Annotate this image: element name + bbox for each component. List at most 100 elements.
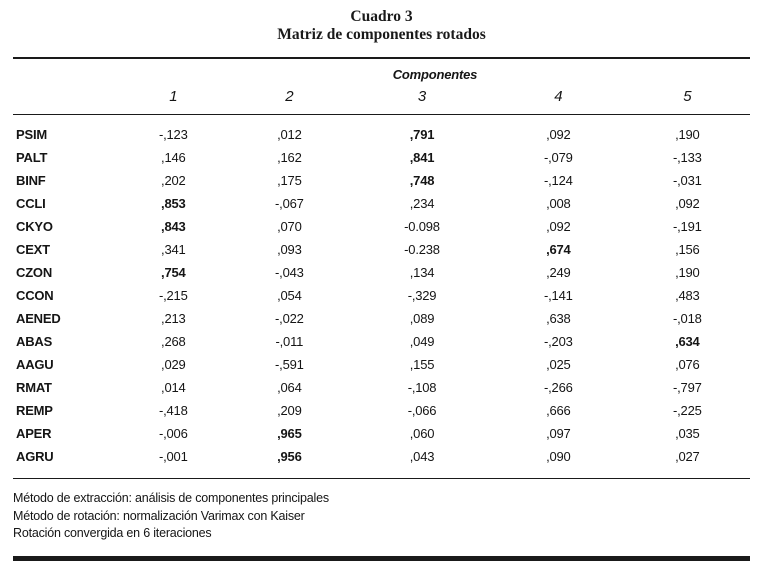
table-header: Componentes 1 2 3 4 5 xyxy=(13,59,750,115)
table-cell: ,213 xyxy=(161,311,186,326)
table-cell: -,141 xyxy=(544,288,573,303)
table-cell: ,090 xyxy=(492,445,625,479)
table-cell: ,483 xyxy=(675,288,700,303)
table-cell: ,190 xyxy=(675,265,700,280)
table-cell: ,175 xyxy=(277,173,302,188)
footnote-extraction-method: Método de extracción: análisis de compon… xyxy=(13,491,329,505)
table-cell: ,043 xyxy=(352,445,493,479)
table-cell: -,031 xyxy=(673,173,702,188)
row-label: PALT xyxy=(16,150,48,165)
table-cell: ,097 xyxy=(546,426,571,441)
table-cell: -0.238 xyxy=(404,242,440,257)
table-row: APER -,006 ,965 ,060 ,097 ,035 xyxy=(13,422,750,445)
table-cell: ,674 xyxy=(546,242,571,257)
table-cell: ,841 xyxy=(409,150,435,165)
row-label: CCON xyxy=(16,288,54,303)
table-cell: ,209 xyxy=(277,403,302,418)
table-cell: -,591 xyxy=(275,357,304,372)
table-row: CEXT ,341 ,093 -0.238 ,674 ,156 xyxy=(13,238,750,261)
table-caption-number: Cuadro 3 xyxy=(350,8,413,25)
table-cell: ,268 xyxy=(161,334,186,349)
table-footnotes: Método de extracción: análisis de compon… xyxy=(13,490,750,543)
bottom-rule xyxy=(13,555,750,561)
table-cell: ,014 xyxy=(161,380,186,395)
table-cell: -,079 xyxy=(544,150,573,165)
row-label: RMAT xyxy=(16,380,52,395)
group-header-row: Componentes xyxy=(13,59,750,84)
table-cell: -,123 xyxy=(158,127,188,142)
row-label: PSIM xyxy=(16,127,47,142)
row-label: ABAS xyxy=(16,334,53,349)
table-cell: ,092 xyxy=(546,127,571,142)
table-cell: ,054 xyxy=(277,288,302,303)
table-cell: ,843 xyxy=(161,219,186,234)
table-cell: -,797 xyxy=(673,380,702,395)
table-caption-title: Matriz de componentes rotados xyxy=(277,26,486,43)
row-label: CCLI xyxy=(16,196,46,211)
table-cell: ,956 xyxy=(226,445,352,479)
table-cell: ,089 xyxy=(409,311,435,326)
table-cell: ,092 xyxy=(546,219,571,234)
table-cell: ,134 xyxy=(409,265,435,280)
table-cell: -0.098 xyxy=(404,219,440,234)
row-label: AAGU xyxy=(16,357,54,372)
column-header-3: 3 xyxy=(352,84,493,115)
table-cell: ,092 xyxy=(675,196,700,211)
table-row: REMP -,418 ,209 -,066 ,666 -,225 xyxy=(13,399,750,422)
column-header-1: 1 xyxy=(119,84,227,115)
components-group-header: Componentes xyxy=(392,67,478,82)
table-cell: -,066 xyxy=(407,403,437,418)
table-cell: -,006 xyxy=(158,426,188,441)
table-cell: -,266 xyxy=(544,380,573,395)
table-cell: ,035 xyxy=(675,426,700,441)
footnote-rotation-method: Método de rotación: normalización Varima… xyxy=(13,508,305,523)
table-row: CCON -,215 ,054 -,329 -,141 ,483 xyxy=(13,284,750,307)
table-cell: -,191 xyxy=(673,219,702,234)
table-cell: ,027 xyxy=(624,445,750,479)
table-cell: ,202 xyxy=(161,173,186,188)
table-row: CZON ,754 -,043 ,134 ,249 ,190 xyxy=(13,261,750,284)
table-cell: -,133 xyxy=(673,150,702,165)
rotated-components-table: Componentes 1 2 3 4 5 PSIM -,123 ,012 ,791,… xyxy=(13,59,750,479)
table-cell: -,418 xyxy=(158,403,188,418)
table-cell: -,022 xyxy=(275,311,304,326)
table-cell: ,064 xyxy=(277,380,302,395)
table-cell: ,190 xyxy=(675,127,700,142)
table-cell: ,008 xyxy=(546,196,571,211)
table-cell: ,234 xyxy=(409,196,435,211)
table-body: PSIM -,123 ,012 ,791 ,092 ,190 PALT ,146 ,162 ,84… xyxy=(13,115,750,479)
table-cell: ,162 xyxy=(277,150,302,165)
table-cell: -,001 xyxy=(119,445,227,479)
table-cell: -,011 xyxy=(275,334,304,349)
table-row: CKYO ,843 ,070 -0.098 ,092 -,191 xyxy=(13,215,750,238)
table-cell: ,155 xyxy=(409,357,435,372)
table-cell: ,638 xyxy=(546,311,571,326)
table-row: BINF ,202 ,175 ,748 -,124 -,031 xyxy=(13,169,750,192)
table-row: ABAS ,268 -,011 ,049 -,203 ,634 xyxy=(13,330,750,353)
table-cell: ,341 xyxy=(161,242,186,257)
table-cell: ,249 xyxy=(546,265,571,280)
table-cell: -,108 xyxy=(407,380,437,395)
table-cell: ,754 xyxy=(161,265,186,280)
table-cell: -,043 xyxy=(275,265,304,280)
top-rule xyxy=(13,57,750,59)
table-cell: ,070 xyxy=(277,219,302,234)
table-cell: ,012 xyxy=(277,127,302,142)
header-spacer xyxy=(13,59,120,84)
table-cell: ,156 xyxy=(675,242,700,257)
footnote-convergence: Rotación convergida en 6 iteraciones xyxy=(13,526,212,540)
row-label: CZON xyxy=(16,265,53,280)
row-label: AGRU xyxy=(13,445,120,479)
table-row: PALT ,146 ,162 ,841 -,079 -,133 xyxy=(13,146,750,169)
table-cell: ,093 xyxy=(277,242,302,257)
table-cell: -,067 xyxy=(275,196,304,211)
table-cell: -,203 xyxy=(544,334,573,349)
row-label: BINF xyxy=(16,173,46,188)
column-header-2: 2 xyxy=(226,84,352,115)
table-cell: ,791 xyxy=(409,127,435,142)
table-cell: ,634 xyxy=(675,334,700,349)
table-cell: ,049 xyxy=(409,334,435,349)
table-row: PSIM -,123 ,012 ,791 ,092 ,190 xyxy=(13,115,750,147)
row-label: AENED xyxy=(16,311,61,326)
row-label: REMP xyxy=(16,403,53,418)
